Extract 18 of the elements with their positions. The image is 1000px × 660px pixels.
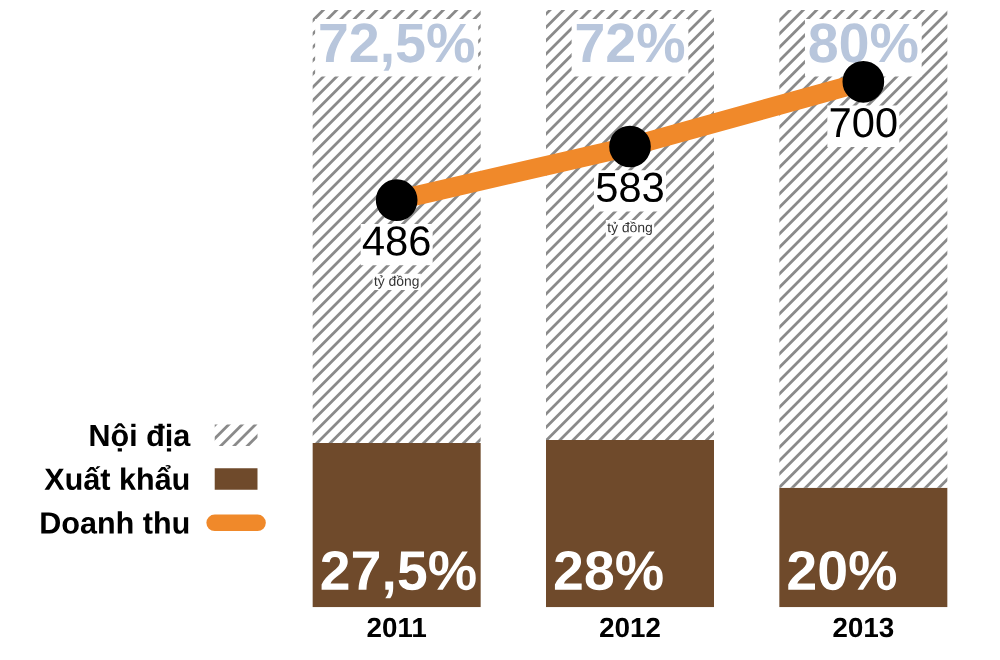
x-tick-label: 2011: [367, 617, 427, 638]
x-tick-label: 2013: [833, 617, 894, 638]
data-label: 486: [362, 226, 430, 256]
data-label: 583: [596, 172, 663, 203]
data-label: 80%: [809, 23, 918, 63]
data-label: 20%: [788, 550, 897, 591]
legend-label: Xuất khẩu: [44, 465, 189, 490]
data-label: 28%: [554, 550, 663, 591]
x-tick-label: 2012: [600, 617, 660, 638]
bar: [779, 487, 948, 608]
data-label: 700: [830, 107, 897, 138]
data-label: 72,5%: [320, 23, 474, 71]
data-label: 72%: [576, 23, 685, 63]
bar: [312, 442, 481, 608]
legend-label: Nội địa: [90, 423, 191, 452]
bar: [546, 439, 714, 608]
legend-label: Doanh thu: [41, 511, 189, 534]
data-label: 27,5%: [321, 550, 476, 599]
